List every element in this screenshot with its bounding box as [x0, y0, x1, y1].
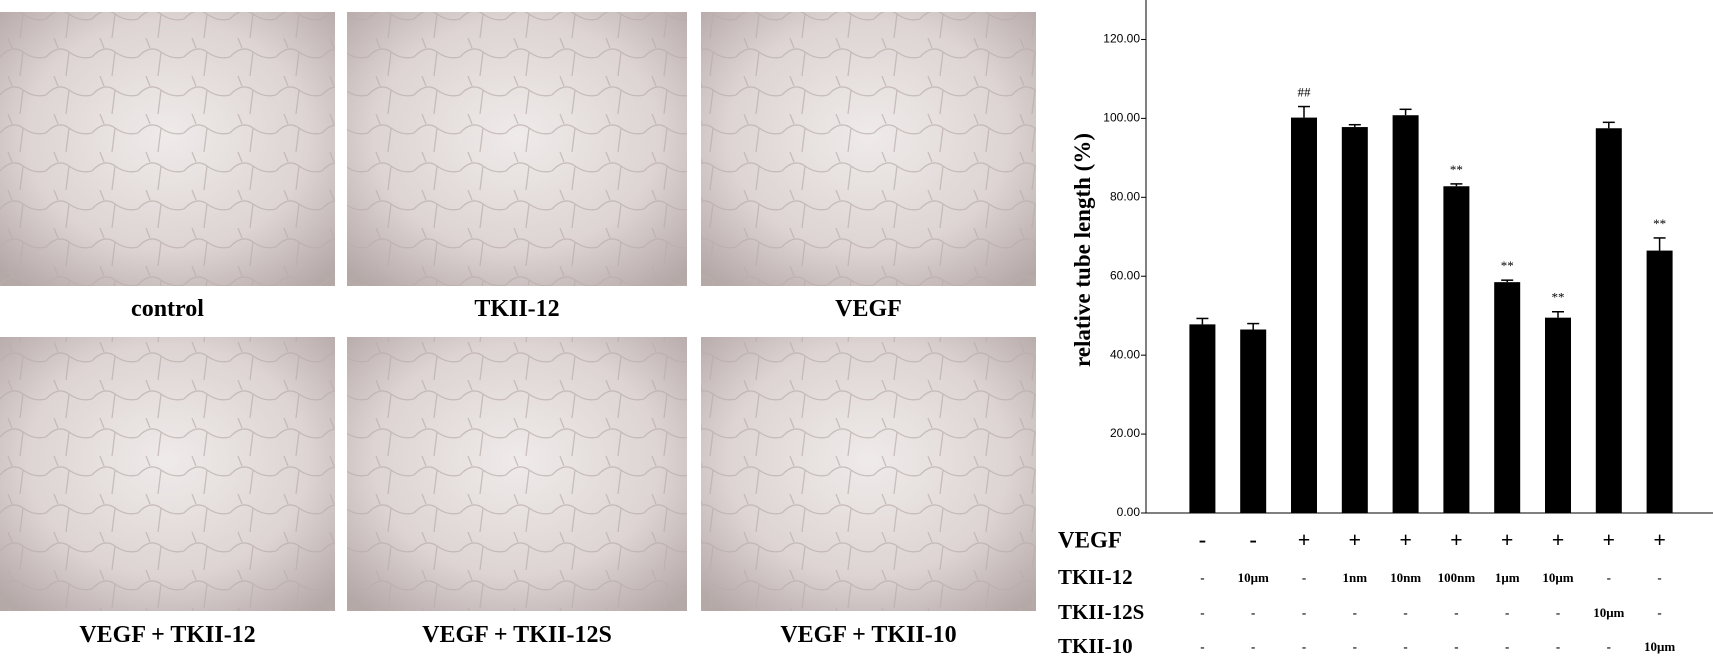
- condition-cell: -: [1556, 605, 1560, 620]
- bar: [1341, 127, 1368, 513]
- condition-cell: -: [1353, 639, 1357, 654]
- condition-cell: -: [1657, 570, 1661, 585]
- condition-cell: -: [1302, 570, 1306, 585]
- bar: [1595, 128, 1622, 513]
- condition-cell: -: [1200, 570, 1204, 585]
- condition-cell: -: [1200, 605, 1204, 620]
- bar: [1392, 115, 1419, 513]
- panel-caption: VEGF + TKII-12: [79, 622, 255, 648]
- condition-cell: +: [1501, 527, 1514, 552]
- bar: [1240, 329, 1267, 513]
- y-tick-label: 0.00: [1117, 505, 1141, 519]
- panel-caption: TKII-12: [474, 296, 559, 322]
- condition-cell: -: [1199, 527, 1206, 552]
- condition-cell: -: [1454, 605, 1458, 620]
- condition-cell: -: [1556, 639, 1560, 654]
- panel-caption: control: [131, 296, 204, 322]
- y-tick-label: 120.00: [1103, 32, 1140, 46]
- condition-cell: +: [1450, 527, 1463, 552]
- y-tick-label: 20.00: [1110, 426, 1140, 440]
- bar: [1189, 324, 1216, 513]
- significance-mark: **: [1552, 290, 1565, 305]
- condition-label: TKII-12S: [1058, 600, 1144, 624]
- significance-mark: ##: [1298, 85, 1312, 100]
- panel-caption: VEGF: [835, 296, 902, 322]
- condition-cell: 1μm: [1495, 570, 1520, 585]
- condition-cell: +: [1552, 527, 1565, 552]
- bar: [1545, 317, 1571, 513]
- condition-cell: 10μm: [1593, 605, 1624, 620]
- y-axis-label: relative tube length (%): [1070, 133, 1095, 367]
- condition-cell: -: [1302, 605, 1306, 620]
- panel-caption: VEGF + TKII-10: [780, 622, 956, 648]
- condition-cell: 1nm: [1343, 570, 1368, 585]
- micrograph-texture: [701, 337, 1036, 611]
- condition-cell: -: [1454, 639, 1458, 654]
- condition-cell: -: [1403, 605, 1407, 620]
- condition-cell: -: [1403, 639, 1407, 654]
- micrograph-texture: [0, 337, 335, 611]
- condition-cell: -: [1657, 605, 1661, 620]
- condition-cell: -: [1353, 605, 1357, 620]
- micrograph-texture: [0, 12, 335, 286]
- condition-cell: 10μm: [1238, 570, 1269, 585]
- condition-cell: -: [1505, 605, 1509, 620]
- bar: [1291, 117, 1317, 513]
- condition-label: VEGF: [1058, 527, 1122, 552]
- y-tick-label: 40.00: [1110, 347, 1140, 361]
- condition-cell: -: [1251, 605, 1255, 620]
- condition-cell: 10nm: [1390, 570, 1421, 585]
- condition-cell: -: [1505, 639, 1509, 654]
- condition-cell: 10μm: [1644, 639, 1675, 654]
- micrograph-texture: [347, 337, 687, 611]
- bar: [1443, 186, 1470, 513]
- condition-cell: 100nm: [1438, 570, 1476, 585]
- panel-caption: VEGF + TKII-12S: [422, 622, 612, 648]
- condition-cell: +: [1653, 527, 1666, 552]
- y-tick-label: 100.00: [1103, 111, 1140, 125]
- condition-cell: +: [1349, 527, 1362, 552]
- micrograph-texture: [347, 12, 687, 286]
- condition-cell: -: [1607, 570, 1611, 585]
- condition-label: TKII-12: [1058, 565, 1133, 589]
- y-tick-label: 80.00: [1110, 189, 1140, 203]
- condition-cell: +: [1399, 527, 1412, 552]
- y-tick-label: 60.00: [1110, 268, 1140, 282]
- micrograph-texture: [701, 12, 1036, 286]
- condition-cell: +: [1603, 527, 1616, 552]
- condition-cell: -: [1607, 639, 1611, 654]
- condition-cell: -: [1251, 639, 1255, 654]
- condition-cell: -: [1200, 639, 1204, 654]
- significance-mark: **: [1501, 258, 1514, 273]
- condition-label: TKII-10: [1058, 634, 1133, 658]
- significance-mark: **: [1653, 216, 1666, 231]
- condition-cell: -: [1250, 527, 1257, 552]
- condition-cell: +: [1298, 527, 1311, 552]
- significance-mark: **: [1450, 162, 1463, 177]
- bar: [1494, 282, 1521, 513]
- condition-cell: 10μm: [1542, 570, 1573, 585]
- condition-cell: -: [1302, 639, 1306, 654]
- bar: [1646, 250, 1673, 514]
